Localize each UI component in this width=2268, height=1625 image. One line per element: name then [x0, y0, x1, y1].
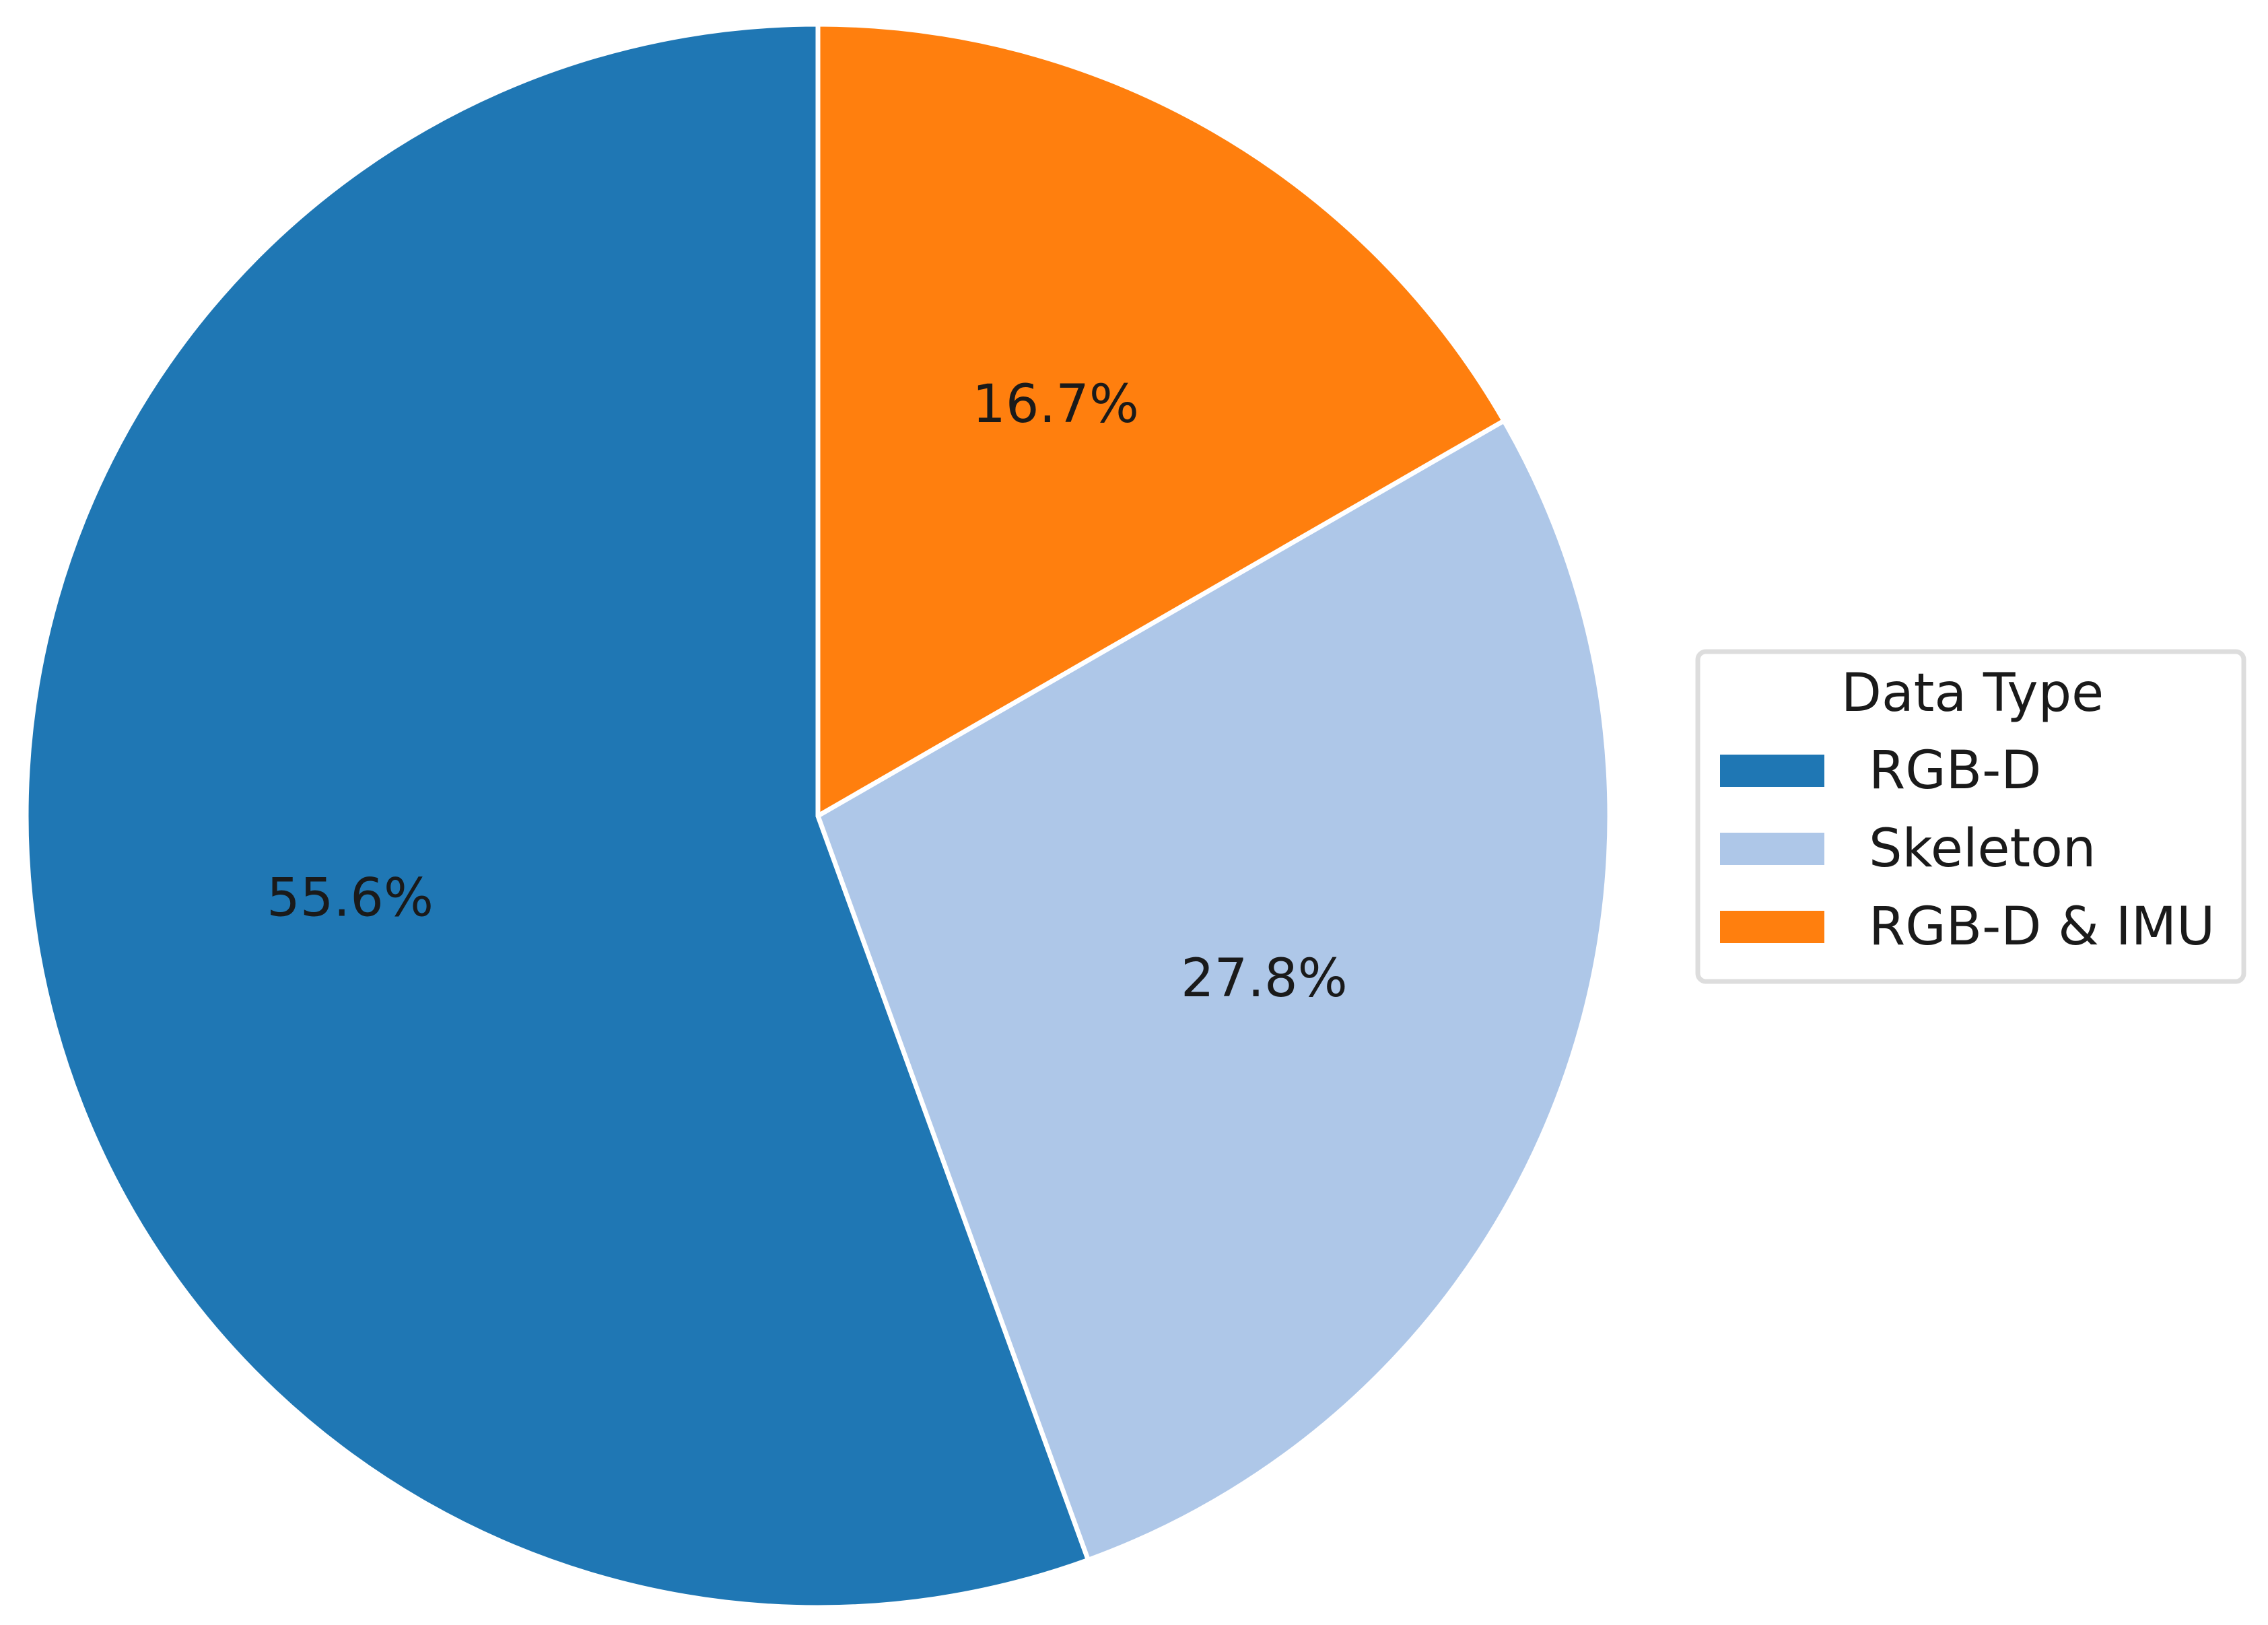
legend-frame	[1695, 649, 2246, 984]
slice-label-skeleton: 27.8%	[1181, 948, 1348, 1009]
legend: Data Type RGB-D Skeleton RGB-D & IMU	[1695, 649, 2246, 984]
pie-slice-rgb-d	[24, 22, 1091, 1610]
legend-label-rgb-d-imu: RGB-D & IMU	[1869, 897, 2215, 957]
legend-label-skeleton: Skeleton	[1869, 819, 2096, 879]
pie-slices	[24, 22, 1612, 1610]
pie-slice-rgb-d-imu	[815, 22, 1507, 819]
slice-label-rgb-d-imu: 16.7%	[972, 374, 1139, 435]
legend-items: RGB-D Skeleton RGB-D & IMU	[1720, 740, 2215, 957]
legend-label-rgb-d: RGB-D	[1869, 740, 2041, 801]
legend-title: Data Type	[1841, 663, 2104, 724]
legend-swatch-rgb-d	[1720, 755, 1824, 787]
pie-slice-skeleton	[815, 418, 1612, 1562]
legend-swatch-skeleton	[1720, 833, 1824, 865]
slice-percentage-labels: 55.6% 27.8% 16.7%	[267, 374, 1348, 1009]
slice-label-rgb-d: 55.6%	[267, 868, 434, 928]
legend-swatch-rgb-d-imu	[1720, 911, 1824, 943]
